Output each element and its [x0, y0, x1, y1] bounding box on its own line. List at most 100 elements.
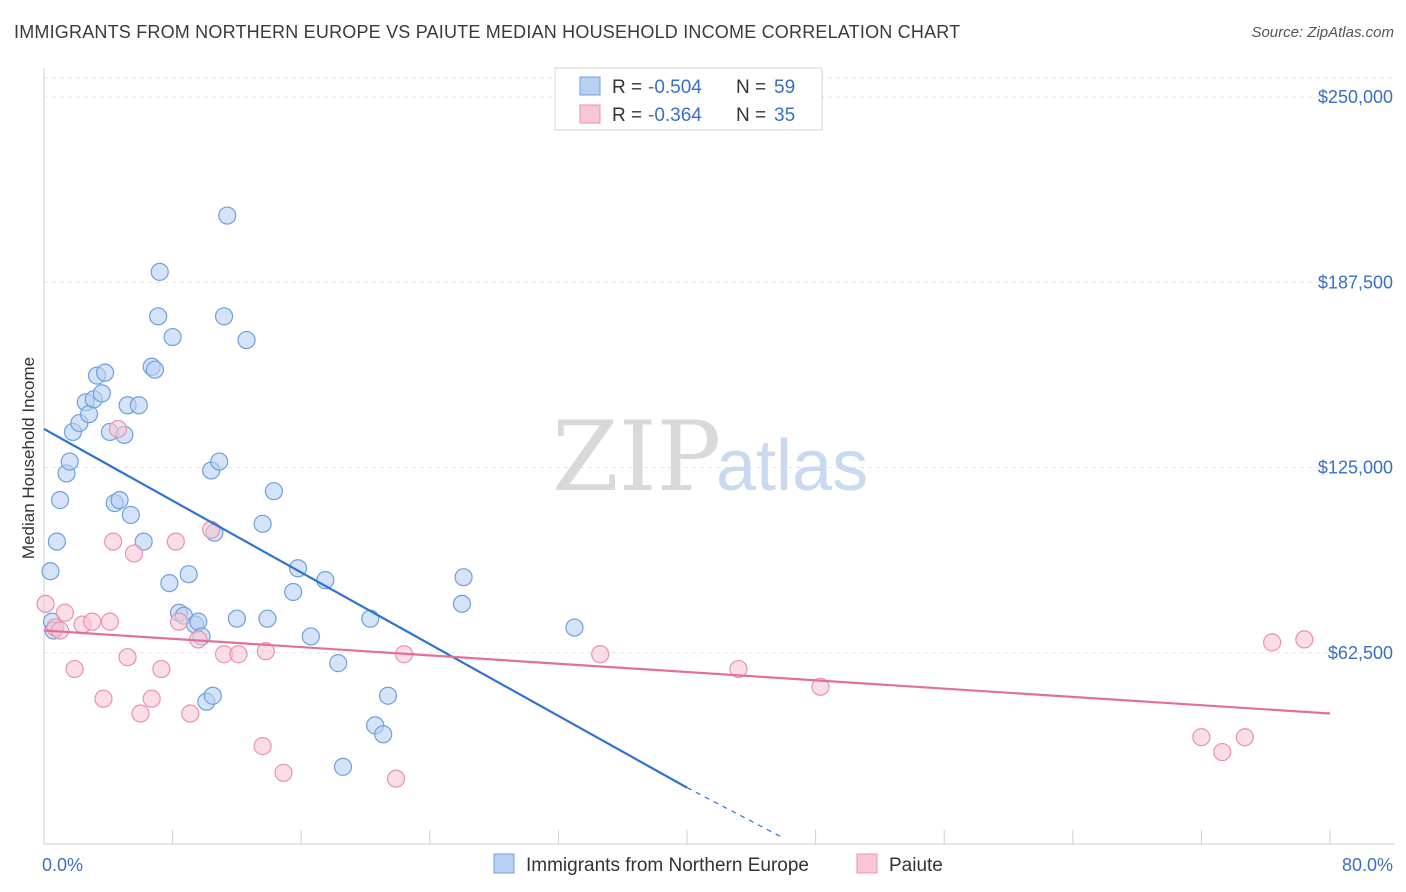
data-point — [253, 737, 272, 756]
data-point — [189, 612, 208, 631]
series-immigrants-northern-europe — [41, 206, 584, 776]
data-point — [811, 677, 830, 696]
legend-n-label-2: N = — [736, 105, 766, 126]
data-point — [386, 769, 406, 788]
data-point — [108, 419, 128, 439]
data-point — [565, 618, 584, 637]
legend-r-value-1: -0.504 — [648, 77, 702, 98]
data-point — [591, 645, 610, 664]
data-point — [50, 491, 70, 510]
data-point — [729, 659, 748, 679]
legend-r-value-2: -0.364 — [648, 105, 702, 126]
legend-swatch-blue — [579, 76, 601, 96]
data-point — [452, 594, 472, 613]
legend: R = -0.504 N = 59 R = -0.364 N = 35 — [554, 67, 823, 131]
trend-line-blue-extension — [686, 787, 784, 839]
legend-r-label-1: R = — [612, 77, 642, 98]
data-point — [65, 659, 84, 679]
data-point — [179, 565, 198, 584]
data-point — [274, 763, 293, 782]
data-point — [256, 642, 275, 661]
data-point — [129, 396, 148, 415]
data-point — [301, 627, 320, 646]
data-point — [333, 757, 353, 776]
y-tick-label: $187,500 — [1318, 272, 1393, 292]
legend-n-label-1: N = — [736, 77, 766, 98]
y-tick-labels: $62,500 $125,000 $187,500 $250,000 — [1318, 87, 1393, 663]
gridlines — [44, 77, 1395, 654]
data-point — [110, 491, 129, 510]
series-paiute — [36, 419, 1314, 788]
data-point — [83, 612, 102, 631]
data-point — [253, 514, 272, 533]
legend-n-value-1: 59 — [774, 77, 795, 98]
data-point — [1192, 728, 1211, 747]
data-point — [163, 327, 182, 347]
watermark-atlas: atlas — [716, 426, 868, 506]
data-point — [202, 520, 221, 539]
data-point — [60, 452, 79, 471]
data-point — [55, 603, 74, 622]
data-point — [203, 686, 222, 705]
data-point — [227, 609, 246, 628]
data-point — [258, 609, 277, 628]
chart-title: IMMIGRANTS FROM NORTHERN EUROPE VS PAIUT… — [14, 22, 961, 42]
trend-line-pink — [43, 629, 1331, 715]
legend-r-label-2: R = — [612, 105, 642, 126]
y-axis-title: Median Household Income — [19, 357, 38, 559]
data-point — [134, 532, 153, 551]
data-point — [1263, 633, 1282, 652]
data-point — [1235, 728, 1254, 747]
data-point — [121, 505, 140, 525]
data-point — [264, 482, 283, 501]
y-tick-label: $250,000 — [1318, 87, 1393, 107]
axes — [43, 68, 1395, 845]
legend-swatch-pink — [579, 104, 601, 124]
data-point — [329, 654, 348, 673]
trend-line-blue — [43, 428, 688, 789]
data-point — [229, 645, 248, 664]
data-point — [36, 594, 55, 613]
data-point — [95, 363, 115, 382]
data-point — [181, 704, 200, 723]
bottom-legend-swatch-pink — [856, 853, 878, 874]
data-point — [454, 568, 473, 587]
data-point — [131, 704, 150, 723]
x-tick-label-min: 0.0% — [42, 855, 83, 875]
data-point — [94, 689, 113, 708]
data-point — [374, 725, 393, 744]
data-point — [378, 686, 398, 705]
data-point — [92, 384, 111, 403]
data-point — [41, 562, 60, 581]
y-tick-label: $125,000 — [1318, 458, 1393, 478]
watermark-zip: ZIP — [552, 401, 721, 513]
legend-n-value-2: 35 — [774, 105, 795, 126]
data-point — [150, 262, 169, 281]
data-point — [1295, 630, 1314, 649]
data-point — [118, 648, 137, 667]
bottom-legend-label-2: Paiute — [889, 855, 943, 876]
data-point — [145, 360, 165, 379]
trend-lines — [43, 428, 1331, 839]
data-point — [210, 452, 229, 471]
data-point — [160, 573, 179, 593]
data-point — [104, 532, 123, 551]
data-point — [169, 612, 189, 631]
x-tick-label-max: 80.0% — [1342, 855, 1393, 875]
bottom-legend-label-1: Immigrants from Northern Europe — [526, 855, 809, 876]
data-point — [142, 689, 161, 708]
data-point — [124, 544, 144, 563]
data-point — [1213, 742, 1232, 762]
data-point — [166, 532, 185, 551]
data-point — [284, 582, 303, 602]
data-point — [47, 532, 66, 551]
y-tick-label: $62,500 — [1328, 643, 1393, 663]
data-point — [100, 612, 120, 631]
x-tick-labels: 0.0% 80.0% — [42, 855, 1393, 875]
source-label: Source: ZipAtlas.com — [1251, 24, 1394, 41]
bottom-legend-swatch-blue — [493, 853, 515, 874]
data-point — [218, 206, 237, 225]
data-point — [361, 609, 380, 628]
data-point — [152, 659, 171, 679]
data-point — [237, 330, 256, 350]
